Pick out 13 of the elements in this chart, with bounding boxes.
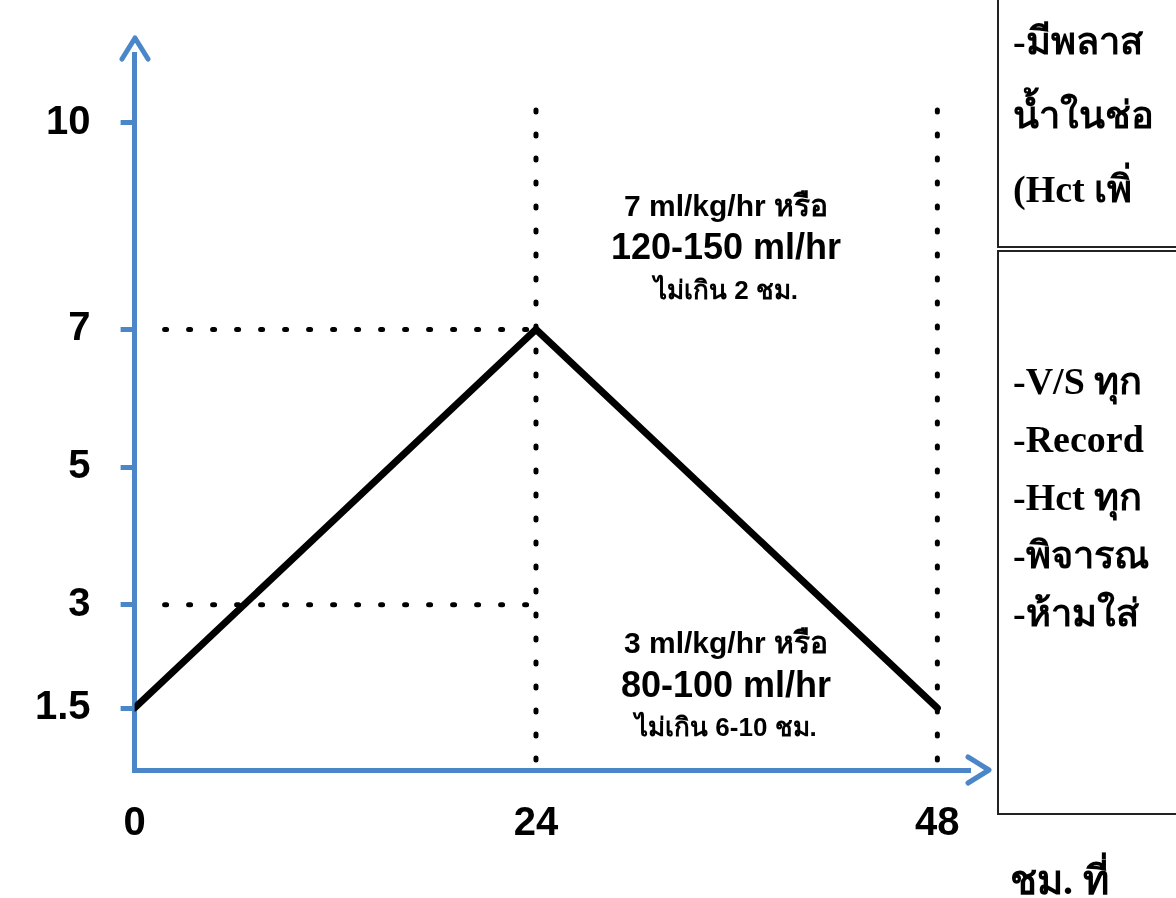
text: -มีพลาส น้ำในช่อ (Hct เพิ่ (997, 0, 1176, 248)
y-tick-label: 5 (68, 442, 91, 487)
y-tick-label: 1.5 (35, 683, 91, 728)
annotation: 3 ml/kg/hr หรือ 80-100 ml/hr ไม่เกิน 6-10 ชม. (620, 626, 832, 742)
annotation: 7 ml/kg/hr หรือ 120-150 ml/hr ไม่เกิน 2 ชม. (610, 188, 842, 305)
y-tick-label: 10 (46, 97, 91, 142)
x-tick-label: 48 (915, 799, 960, 844)
y-tick-label: 3 (68, 579, 91, 624)
x-tick-label: 0 (123, 799, 146, 844)
x-axis-title: ชม. ที่ (1010, 851, 1109, 898)
y-tick-label: 7 (68, 304, 91, 349)
text: -V/S ทุก -Record -Hct ทุก -พิจารณ -ห้ามใส่ (997, 250, 1176, 815)
x-tick-label: 24 (513, 799, 559, 844)
